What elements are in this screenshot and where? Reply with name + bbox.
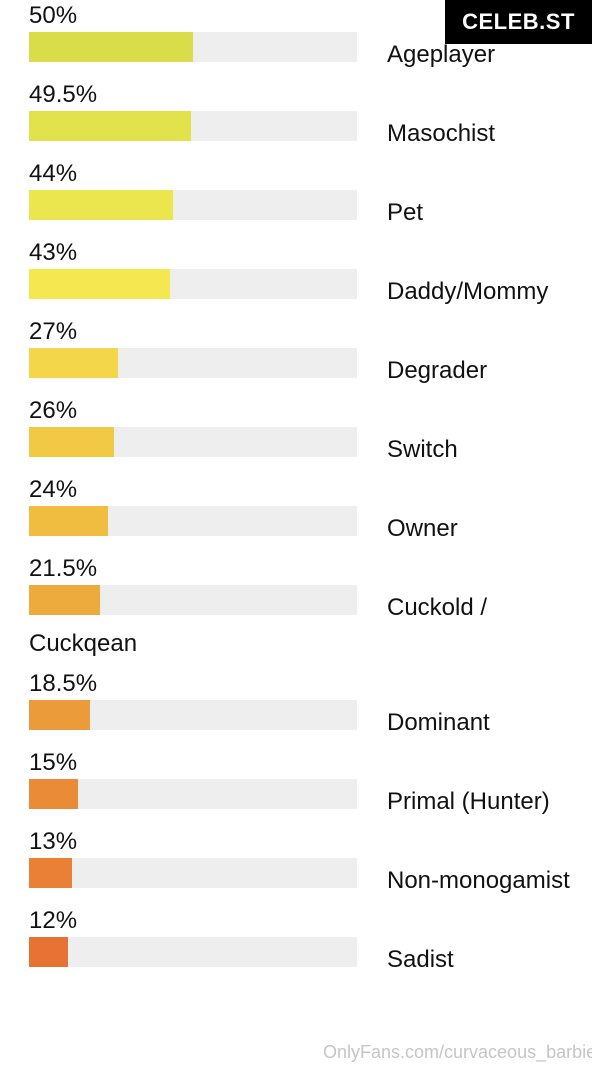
bar-track bbox=[29, 700, 357, 730]
bar bbox=[29, 190, 174, 220]
bar-track bbox=[29, 937, 357, 967]
bar bbox=[29, 937, 69, 967]
result-row: Pet bbox=[29, 190, 589, 231]
bar bbox=[29, 700, 90, 730]
bar-track bbox=[29, 427, 357, 457]
category-label: Switch bbox=[387, 436, 458, 463]
result-row: Non-monogamist bbox=[29, 858, 589, 899]
bar-track bbox=[29, 32, 357, 62]
value-label: 13% bbox=[29, 828, 78, 855]
result-row: Degrader bbox=[29, 348, 589, 389]
value-label: 49.5% bbox=[29, 81, 98, 108]
bar bbox=[29, 427, 115, 457]
result-list: 50% Ageplayer 49.5% Masochist 44% Pet 43% Daddy… bbox=[0, 0, 592, 978]
bar bbox=[29, 585, 100, 615]
value-label: 15% bbox=[29, 749, 78, 776]
result-item: 12% Sadist bbox=[0, 905, 592, 978]
value-label: 21.5% bbox=[29, 555, 98, 582]
category-label: Ageplayer bbox=[387, 41, 496, 68]
category-label: Owner bbox=[387, 515, 458, 542]
result-row: Switch bbox=[29, 427, 589, 468]
watermark-badge: CELEB.ST bbox=[445, 0, 592, 44]
category-label: Dominant bbox=[387, 709, 490, 736]
result-item: 18.5% Dominant bbox=[0, 668, 592, 741]
value-label: 12% bbox=[29, 907, 78, 934]
bar-track bbox=[29, 506, 357, 536]
result-row: Masochist bbox=[29, 111, 589, 152]
bar-track bbox=[29, 779, 357, 809]
result-row: Primal (Hunter) bbox=[29, 779, 589, 820]
result-row: Owner bbox=[29, 506, 589, 547]
bar bbox=[29, 348, 118, 378]
category-label: Primal (Hunter) bbox=[387, 788, 550, 815]
bar bbox=[29, 779, 79, 809]
bar bbox=[29, 858, 72, 888]
result-item: 43% Daddy/Mommy bbox=[0, 237, 592, 310]
result-item: 27% Degrader bbox=[0, 316, 592, 389]
category-label: Masochist bbox=[387, 120, 496, 147]
bar-track bbox=[29, 111, 357, 141]
bar bbox=[29, 506, 108, 536]
result-item: 50% Ageplayer bbox=[0, 0, 592, 73]
result-row: Sadist bbox=[29, 937, 589, 978]
value-label: 50% bbox=[29, 2, 78, 29]
value-label: 18.5% bbox=[29, 670, 98, 697]
category-label: Daddy/Mommy bbox=[387, 278, 549, 305]
result-item: 49.5% Masochist bbox=[0, 79, 592, 152]
bar bbox=[29, 32, 193, 62]
value-label: 26% bbox=[29, 397, 78, 424]
result-item: 13% Non-monogamist bbox=[0, 826, 592, 899]
result-item: 21.5% Cuckold / Cuckqean bbox=[0, 553, 592, 662]
bar-track bbox=[29, 348, 357, 378]
value-label: 44% bbox=[29, 160, 78, 187]
category-label: Cuckold / Cuckqean bbox=[29, 594, 488, 657]
category-label: Sadist bbox=[387, 946, 454, 973]
value-label: 24% bbox=[29, 476, 78, 503]
category-label: Pet bbox=[387, 199, 424, 226]
result-item: 44% Pet bbox=[0, 158, 592, 231]
result-item: 15% Primal (Hunter) bbox=[0, 747, 592, 820]
category-label: Non-monogamist bbox=[387, 867, 570, 894]
category-label: Degrader bbox=[387, 357, 488, 384]
result-item: 26% Switch bbox=[0, 395, 592, 468]
value-label: 27% bbox=[29, 318, 78, 345]
bar-track bbox=[29, 585, 357, 615]
result-item: 24% Owner bbox=[0, 474, 592, 547]
bar-track bbox=[29, 269, 357, 299]
bar bbox=[29, 269, 171, 299]
result-row: Dominant bbox=[29, 700, 589, 741]
result-row: Ageplayer bbox=[29, 32, 589, 73]
bar-track bbox=[29, 190, 357, 220]
result-row: Cuckold / Cuckqean bbox=[29, 585, 589, 662]
result-row: Daddy/Mommy bbox=[29, 269, 589, 310]
value-label: 43% bbox=[29, 239, 78, 266]
watermark-footer: OnlyFans.com/curvaceous_barbie bbox=[323, 1042, 592, 1062]
bar-track bbox=[29, 858, 357, 888]
bar bbox=[29, 111, 192, 141]
